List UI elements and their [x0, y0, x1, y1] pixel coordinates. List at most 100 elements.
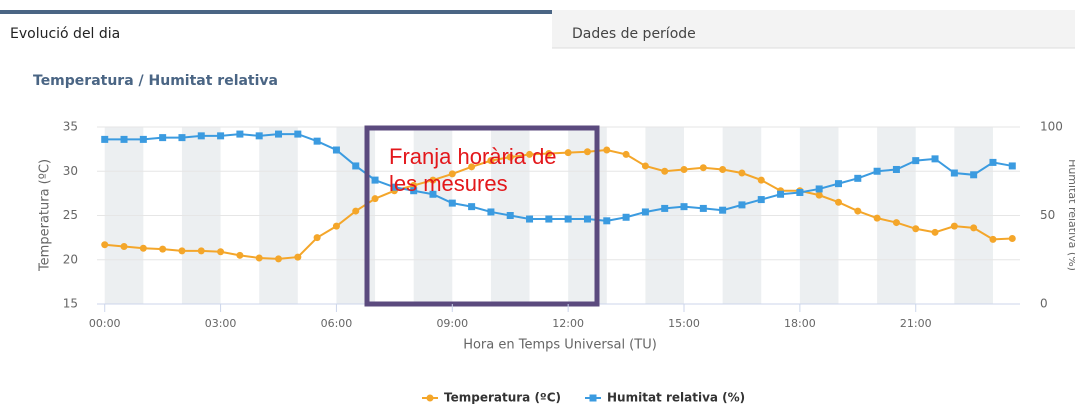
point	[217, 248, 225, 256]
point	[526, 150, 534, 158]
point	[159, 134, 167, 142]
point	[719, 206, 727, 214]
y-tick-label: 30	[63, 164, 78, 178]
point	[197, 247, 205, 255]
y2-tick-label: 50	[1040, 208, 1055, 222]
point	[545, 215, 553, 223]
point	[487, 157, 495, 165]
point	[255, 132, 263, 140]
legend-label: Temperatura (ºC)	[444, 391, 561, 405]
point	[815, 191, 823, 199]
point	[641, 162, 649, 170]
point	[931, 228, 939, 236]
tab-label[interactable]: Dades de període	[572, 26, 696, 42]
point	[912, 225, 920, 233]
x-tick-label: 15:00	[668, 317, 700, 330]
x-tick-label: 12:00	[552, 317, 584, 330]
point	[410, 187, 418, 195]
y2-tick-label: 100	[1040, 120, 1063, 134]
point	[583, 148, 591, 156]
point	[313, 137, 321, 145]
point	[448, 199, 456, 207]
point	[583, 215, 591, 223]
point	[950, 222, 958, 230]
point	[815, 185, 823, 193]
point	[371, 176, 379, 184]
point	[622, 213, 630, 221]
point	[834, 180, 842, 188]
point	[873, 167, 881, 175]
legend-marker	[426, 394, 434, 402]
point	[197, 132, 205, 140]
point	[970, 224, 978, 232]
legend-label: Humitat relativa (%)	[607, 391, 745, 405]
point	[448, 170, 456, 178]
point	[854, 207, 862, 215]
y2-axis-title: Humitat relativa (%)	[1066, 159, 1075, 271]
point	[564, 149, 572, 157]
x-tick-label: 06:00	[321, 317, 353, 330]
point	[429, 190, 437, 198]
point	[352, 162, 360, 170]
point	[757, 176, 765, 184]
point	[931, 155, 939, 163]
point	[719, 165, 727, 173]
point	[989, 158, 997, 166]
point	[468, 163, 476, 171]
legend-marker	[589, 394, 597, 402]
point	[892, 165, 900, 173]
point	[275, 255, 283, 263]
point	[178, 247, 186, 255]
point	[738, 169, 746, 177]
point	[970, 171, 978, 179]
point	[661, 167, 669, 175]
point	[892, 219, 900, 227]
point	[101, 241, 109, 249]
point	[1008, 162, 1016, 170]
y-axis-title: Temperatura (ºC)	[38, 159, 53, 272]
point	[352, 207, 360, 215]
y-tick-label: 20	[63, 252, 78, 266]
point	[275, 130, 283, 138]
point	[989, 235, 997, 243]
x-tick-label: 18:00	[784, 317, 816, 330]
y2-tick-label: 0	[1040, 297, 1048, 311]
point	[178, 134, 186, 142]
x-tick-label: 09:00	[436, 317, 468, 330]
point	[371, 195, 379, 203]
tab-label[interactable]: Evolució del dia	[10, 26, 120, 42]
point	[873, 214, 881, 222]
point	[390, 183, 398, 191]
point	[1008, 235, 1016, 243]
point	[468, 203, 476, 211]
point	[139, 135, 147, 143]
point	[603, 146, 611, 154]
x-axis-title: Hora en Temps Universal (TU)	[463, 338, 657, 353]
point	[313, 234, 321, 242]
point	[506, 212, 514, 219]
point	[294, 253, 302, 261]
point	[506, 153, 514, 161]
point	[545, 150, 553, 158]
point	[564, 215, 572, 223]
point	[101, 135, 109, 143]
x-tick-label: 03:00	[205, 317, 237, 330]
point	[217, 132, 225, 140]
point	[834, 198, 842, 206]
tab-inactive[interactable]	[552, 10, 1075, 48]
point	[429, 176, 437, 184]
point	[236, 130, 244, 138]
point	[854, 174, 862, 182]
point	[680, 165, 688, 173]
point	[757, 196, 765, 204]
y-tick-label: 25	[63, 208, 78, 222]
point	[255, 254, 263, 262]
point	[641, 208, 649, 216]
tab-active-border	[0, 10, 552, 14]
point	[332, 222, 340, 230]
point	[699, 164, 707, 172]
point	[236, 251, 244, 259]
chart-title: Temperatura / Humitat relativa	[33, 73, 278, 89]
point	[526, 215, 534, 223]
